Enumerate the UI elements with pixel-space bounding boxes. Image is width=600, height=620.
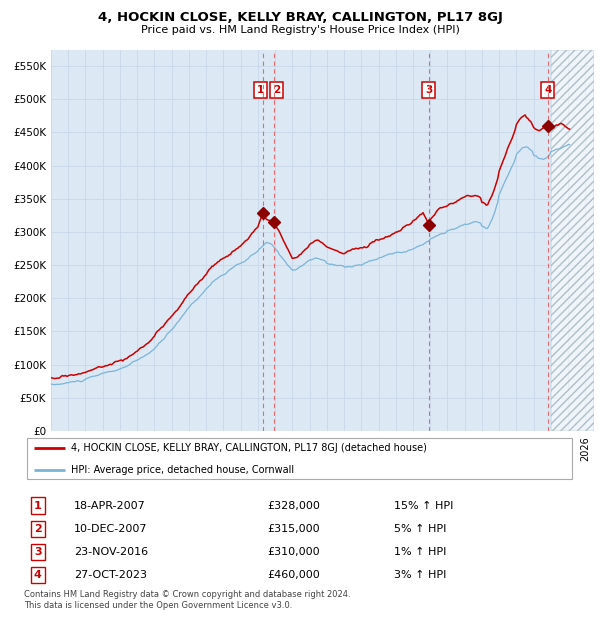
Text: 15% ↑ HPI: 15% ↑ HPI (394, 500, 453, 510)
Text: 4: 4 (34, 570, 42, 580)
Text: This data is licensed under the Open Government Licence v3.0.: This data is licensed under the Open Gov… (24, 601, 292, 610)
Text: Contains HM Land Registry data © Crown copyright and database right 2024.: Contains HM Land Registry data © Crown c… (24, 590, 350, 600)
Text: 27-OCT-2023: 27-OCT-2023 (74, 570, 146, 580)
Text: £328,000: £328,000 (267, 500, 320, 510)
Text: £315,000: £315,000 (267, 524, 320, 534)
Text: HPI: Average price, detached house, Cornwall: HPI: Average price, detached house, Corn… (71, 465, 294, 475)
Text: £460,000: £460,000 (267, 570, 320, 580)
Text: Price paid vs. HM Land Registry's House Price Index (HPI): Price paid vs. HM Land Registry's House … (140, 25, 460, 35)
Text: 2: 2 (273, 85, 280, 95)
Text: £310,000: £310,000 (267, 547, 320, 557)
Text: 3: 3 (34, 547, 41, 557)
Text: 1: 1 (34, 500, 41, 510)
Text: 5% ↑ HPI: 5% ↑ HPI (394, 524, 446, 534)
Text: 10-DEC-2007: 10-DEC-2007 (74, 524, 147, 534)
Bar (551, 50, 594, 431)
FancyBboxPatch shape (27, 438, 572, 479)
Text: 1: 1 (257, 85, 264, 95)
Text: 1% ↑ HPI: 1% ↑ HPI (394, 547, 446, 557)
Text: 2: 2 (34, 524, 41, 534)
Text: 4: 4 (544, 85, 551, 95)
Bar (551, 50, 594, 431)
Text: 18-APR-2007: 18-APR-2007 (74, 500, 145, 510)
Text: 4, HOCKIN CLOSE, KELLY BRAY, CALLINGTON, PL17 8GJ (detached house): 4, HOCKIN CLOSE, KELLY BRAY, CALLINGTON,… (71, 443, 427, 453)
Text: 3% ↑ HPI: 3% ↑ HPI (394, 570, 446, 580)
Text: 4, HOCKIN CLOSE, KELLY BRAY, CALLINGTON, PL17 8GJ: 4, HOCKIN CLOSE, KELLY BRAY, CALLINGTON,… (98, 11, 502, 24)
Text: 3: 3 (425, 85, 432, 95)
Text: 23-NOV-2016: 23-NOV-2016 (74, 547, 148, 557)
